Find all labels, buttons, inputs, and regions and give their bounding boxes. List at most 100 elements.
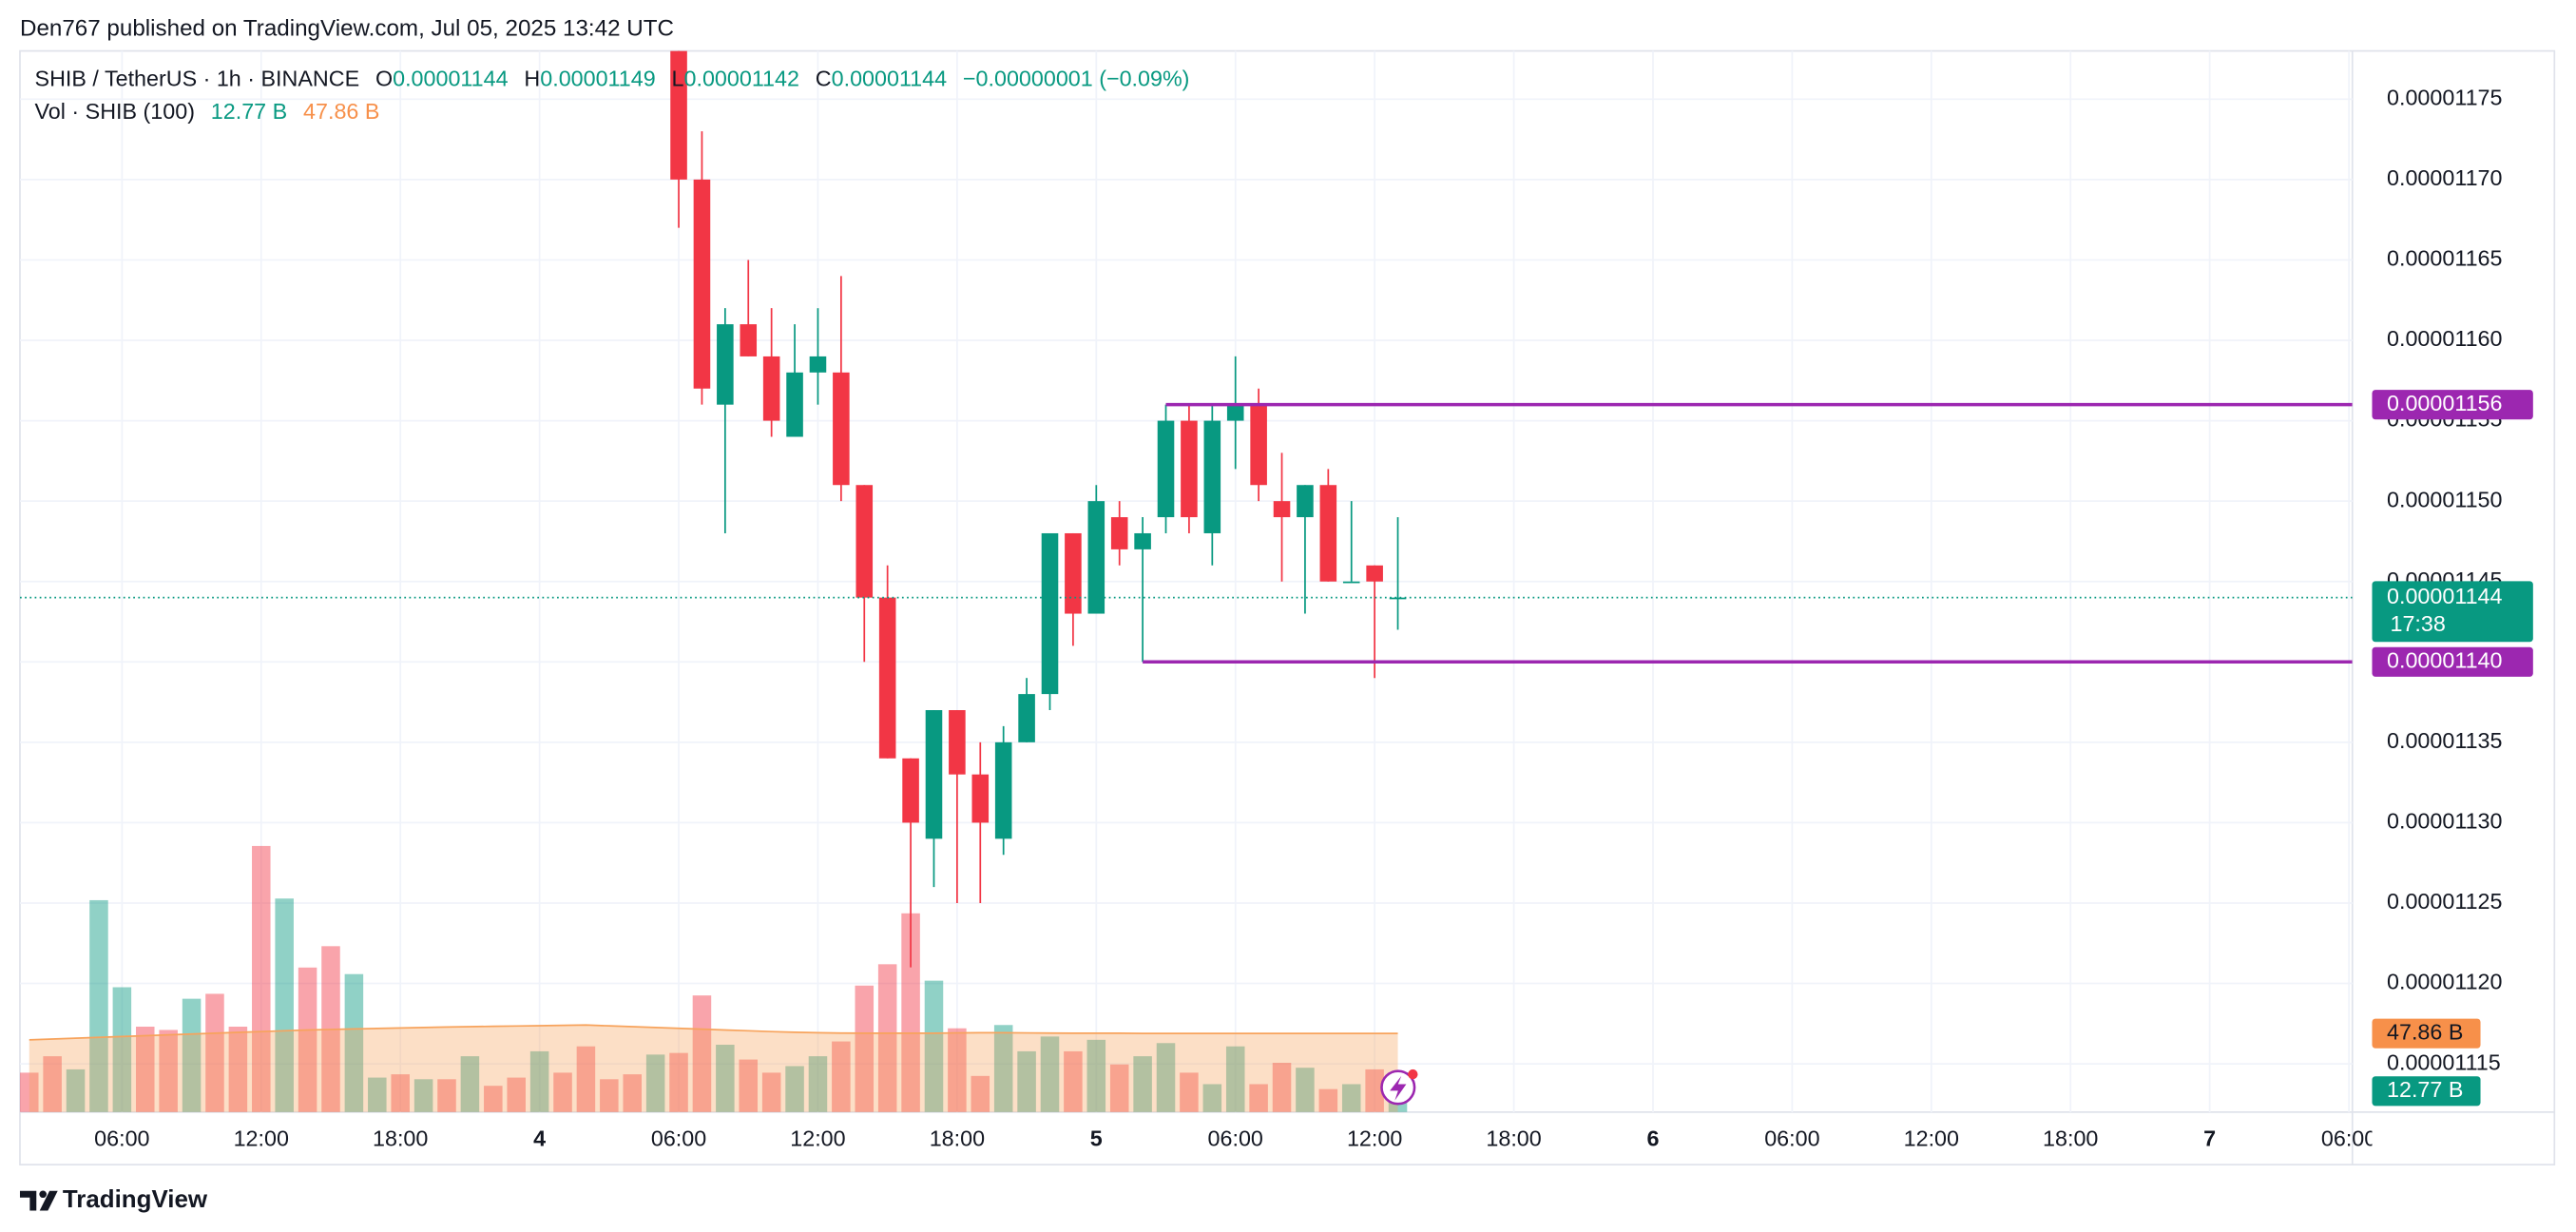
- ohlc-letter: O: [375, 67, 393, 91]
- candle-body: [994, 741, 1012, 839]
- brand-logo: [19, 1190, 58, 1211]
- volume-bar: [576, 1046, 596, 1112]
- x-tick-label: 5: [1090, 1126, 1103, 1150]
- candle-body: [1319, 485, 1337, 582]
- volume-bar: [1225, 1046, 1245, 1112]
- volume-bar: [1341, 1084, 1361, 1112]
- volume-bar: [368, 1077, 387, 1112]
- volume-bar: [1109, 1064, 1129, 1112]
- volume-bar: [1156, 1043, 1176, 1112]
- x-tick-label: 06:00: [94, 1126, 149, 1150]
- volume-bar: [228, 1027, 248, 1112]
- symbol: SHIB / TetherUS · 1h · BINANCE: [35, 67, 360, 91]
- volume-bar: [391, 1074, 410, 1112]
- volume-value: 12.77 B: [211, 99, 287, 124]
- volume-bar: [645, 1054, 665, 1112]
- volume-bar: [553, 1072, 572, 1112]
- volume-badge: [2372, 1018, 2481, 1049]
- volume-bar: [507, 1077, 526, 1112]
- ohlc-letter: H: [524, 67, 540, 91]
- candle-body: [1087, 501, 1105, 614]
- candle-body: [971, 774, 990, 823]
- x-tick-label: 12:00: [790, 1126, 845, 1150]
- volume-bar: [1086, 1039, 1106, 1112]
- current-price-label: 0.00001144: [2387, 584, 2502, 608]
- candle-body: [786, 372, 803, 437]
- volume-bar: [159, 1030, 178, 1112]
- y-tick-label: 0.00001120: [2387, 970, 2502, 994]
- candle-body: [762, 356, 780, 421]
- y-tick-label: 0.00001160: [2387, 326, 2502, 351]
- volume-bar: [1202, 1084, 1222, 1112]
- volume-bar: [808, 1056, 828, 1112]
- volume-bar: [692, 995, 712, 1112]
- volume-badge: [2372, 1076, 2481, 1107]
- x-tick-label: 18:00: [373, 1126, 428, 1150]
- volume-bar: [484, 1086, 503, 1112]
- volume-bar: [948, 1028, 967, 1112]
- y-tick-label: 0.00001175: [2387, 85, 2502, 109]
- candle-body: [670, 50, 687, 180]
- volume-ma-area: [29, 1025, 1398, 1112]
- candle-body: [1134, 532, 1151, 549]
- candle-body: [1018, 694, 1035, 742]
- volume-bar: [832, 1041, 851, 1112]
- volume-bar: [785, 1066, 804, 1112]
- ohlc-value: 0.00001149: [540, 67, 655, 91]
- volume-bar: [669, 1052, 688, 1112]
- y-tick-label: 0.00001130: [2387, 809, 2502, 834]
- volume-badge-label: 12.77 B: [2387, 1077, 2463, 1102]
- candle-body: [809, 356, 827, 373]
- candle-body: [1181, 420, 1198, 518]
- candle-body: [949, 710, 966, 775]
- x-tick-label: 18:00: [930, 1126, 985, 1150]
- volume-bar: [43, 1056, 62, 1112]
- y-tick-label: 0.00001165: [2387, 246, 2502, 271]
- volume-bar: [971, 1075, 990, 1112]
- volume-bar: [460, 1056, 480, 1112]
- candle-body: [740, 324, 758, 356]
- candle-body: [1389, 597, 1407, 600]
- volume-bar: [901, 913, 920, 1112]
- candle-body: [855, 485, 874, 598]
- y-tick-label: 0.00001115: [2387, 1049, 2501, 1074]
- candle-body: [693, 179, 711, 389]
- volume-bar: [1133, 1056, 1152, 1112]
- volume-ma-value: 47.86 B: [303, 99, 379, 124]
- volume-bar: [136, 1027, 155, 1112]
- volume-bar: [716, 1045, 735, 1112]
- volume-bar: [739, 1059, 759, 1112]
- volume-bar: [1249, 1084, 1268, 1112]
- candle-body: [1065, 532, 1082, 614]
- x-tick-label: 06:00: [651, 1126, 706, 1150]
- volume-bar: [19, 1072, 39, 1112]
- countdown: 17:38: [2390, 611, 2445, 636]
- x-tick-label: 18:00: [2043, 1126, 2098, 1150]
- candle-body: [925, 710, 943, 839]
- volume-bar: [66, 1068, 86, 1112]
- candle-body: [1203, 420, 1221, 533]
- volume-bar: [1365, 1068, 1384, 1112]
- candle-body: [1366, 565, 1383, 582]
- volume-bar: [413, 1079, 433, 1112]
- volume-bar: [600, 1079, 619, 1112]
- candle-body: [1342, 581, 1360, 584]
- candle-body: [902, 758, 919, 823]
- x-tick-label: 06:00: [2321, 1126, 2376, 1150]
- frame: [19, 49, 2556, 1166]
- lightning-icon[interactable]: [1380, 1068, 1418, 1106]
- x-tick-label: 4: [533, 1126, 546, 1150]
- legend-main: SHIB / TetherUS · 1h · BINANCE O 0.000011…: [35, 67, 1190, 91]
- x-tick-label: 06:00: [1208, 1126, 1263, 1150]
- ohlc-letter: C: [816, 67, 832, 91]
- candle-body: [1273, 501, 1291, 518]
- volume-bar: [877, 964, 897, 1112]
- x-tick-label: 12:00: [1904, 1126, 1959, 1150]
- candle-body: [717, 324, 734, 405]
- volume-bar: [298, 967, 317, 1112]
- candle-body: [1226, 404, 1244, 421]
- volume-bar: [182, 998, 202, 1112]
- level-badge: [2372, 390, 2533, 420]
- volume-bar: [344, 973, 364, 1112]
